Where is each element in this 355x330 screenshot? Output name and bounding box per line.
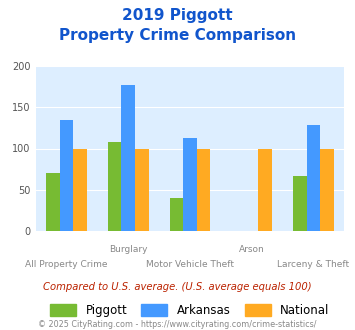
Text: Burglary: Burglary [109,245,147,254]
Text: Property Crime Comparison: Property Crime Comparison [59,28,296,43]
Bar [170,198,183,231]
Text: All Property Crime: All Property Crime [25,260,108,269]
Text: Arson: Arson [239,245,264,254]
Bar [135,148,148,231]
Bar [121,85,135,231]
Bar [46,173,60,231]
Text: Compared to U.S. average. (U.S. average equals 100): Compared to U.S. average. (U.S. average … [43,282,312,292]
Legend: Piggott, Arkansas, National: Piggott, Arkansas, National [45,300,334,322]
Text: Larceny & Theft: Larceny & Theft [277,260,350,269]
Bar [307,124,320,231]
Bar [108,142,121,231]
Bar [183,138,197,231]
Text: Motor Vehicle Theft: Motor Vehicle Theft [146,260,234,269]
Bar [258,148,272,231]
Bar [73,148,87,231]
Bar [320,148,334,231]
Text: © 2025 CityRating.com - https://www.cityrating.com/crime-statistics/: © 2025 CityRating.com - https://www.city… [38,320,317,329]
Bar [60,120,73,231]
Bar [293,176,307,231]
Text: 2019 Piggott: 2019 Piggott [122,8,233,23]
Bar [197,148,210,231]
